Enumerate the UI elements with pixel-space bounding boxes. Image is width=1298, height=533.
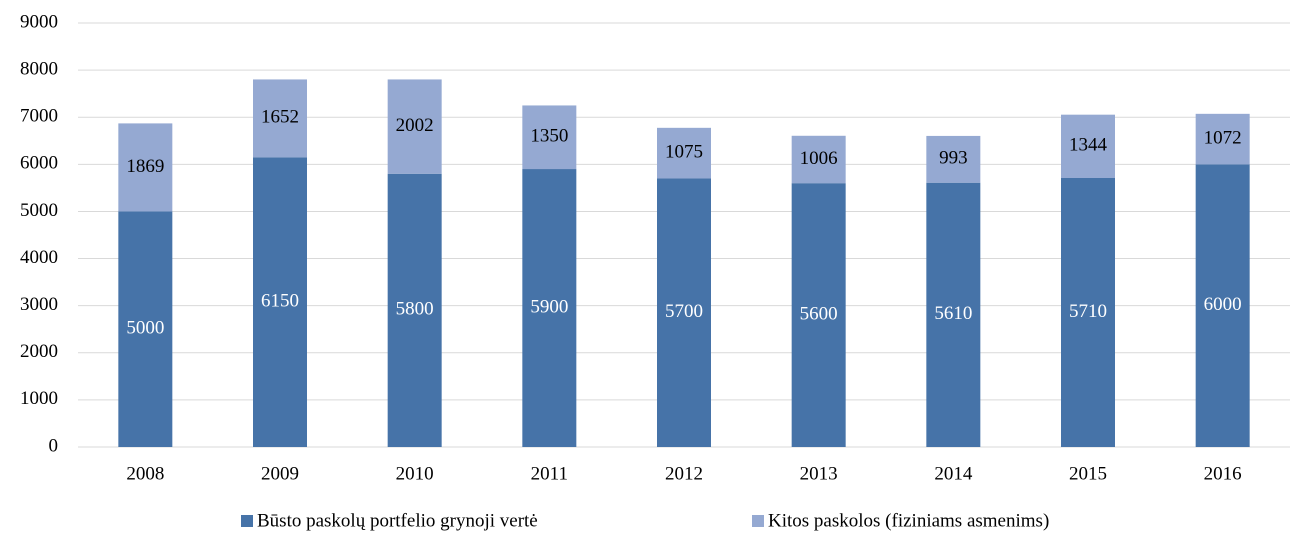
- y-tick-label: 5000: [20, 200, 58, 221]
- y-tick-label: 8000: [20, 58, 58, 79]
- y-tick-label: 9000: [20, 11, 58, 32]
- bar-segment: [387, 173, 442, 447]
- bar-segment: [522, 105, 577, 170]
- bar-segment: [522, 169, 577, 448]
- bar-segment: [253, 157, 307, 447]
- data-label: 5710: [1069, 301, 1107, 322]
- bar-segment: [657, 127, 711, 179]
- data-label: 5800: [396, 299, 434, 320]
- data-label: 5000: [126, 318, 164, 339]
- x-tick-label: 2012: [665, 463, 703, 484]
- legend-swatch: [752, 515, 764, 527]
- y-tick-label: 0: [49, 435, 59, 456]
- x-tick-label: 2010: [396, 463, 434, 484]
- data-label: 1075: [665, 142, 703, 163]
- x-tick-label: 2013: [800, 463, 838, 484]
- x-tick-label: 2009: [261, 463, 299, 484]
- bar-segment: [926, 135, 981, 183]
- bar-segment: [1061, 114, 1115, 178]
- data-label: 5610: [934, 303, 972, 324]
- bar-segment: [791, 183, 846, 447]
- data-label: 6150: [261, 290, 299, 311]
- data-label: 2002: [396, 115, 434, 136]
- bar-segment: [1195, 113, 1250, 165]
- bar-segment: [1061, 177, 1115, 448]
- y-tick-label: 6000: [20, 153, 58, 174]
- data-label: 5900: [530, 296, 568, 317]
- data-label: 1869: [126, 156, 164, 177]
- legend-label: Būsto paskolų portfelio grynoji vertė: [257, 510, 538, 531]
- data-label: 993: [939, 148, 968, 169]
- data-label: 1652: [261, 107, 299, 128]
- data-label: 1006: [800, 148, 838, 169]
- bar-segment: [253, 79, 307, 158]
- legend-swatch: [241, 515, 253, 527]
- data-label: 5700: [665, 301, 703, 322]
- bar-segment: [657, 178, 711, 447]
- y-tick-label: 4000: [20, 247, 58, 268]
- bar-segment: [118, 123, 173, 212]
- y-tick-label: 2000: [20, 341, 58, 362]
- x-tick-label: 2008: [126, 463, 164, 484]
- data-label: 1350: [530, 126, 568, 147]
- bar-segment: [387, 79, 442, 174]
- data-label: 5600: [800, 303, 838, 324]
- bar-segment: [1195, 164, 1250, 448]
- data-label: 1072: [1204, 127, 1242, 148]
- x-tick-label: 2014: [934, 463, 973, 484]
- bar-segment: [791, 135, 846, 184]
- y-tick-label: 3000: [20, 294, 58, 315]
- legend-label: Kitos paskolos (fiziniams asmenims): [768, 510, 1049, 531]
- y-tick-label: 7000: [20, 106, 58, 127]
- bar-segment: [118, 211, 173, 447]
- x-tick-label: 2016: [1204, 463, 1242, 484]
- data-label: 1344: [1069, 135, 1108, 156]
- x-tick-label: 2015: [1069, 463, 1107, 484]
- y-tick-label: 1000: [20, 388, 58, 409]
- bar-segment: [926, 182, 981, 447]
- x-tick-label: 2011: [531, 463, 568, 484]
- data-label: 6000: [1204, 294, 1242, 315]
